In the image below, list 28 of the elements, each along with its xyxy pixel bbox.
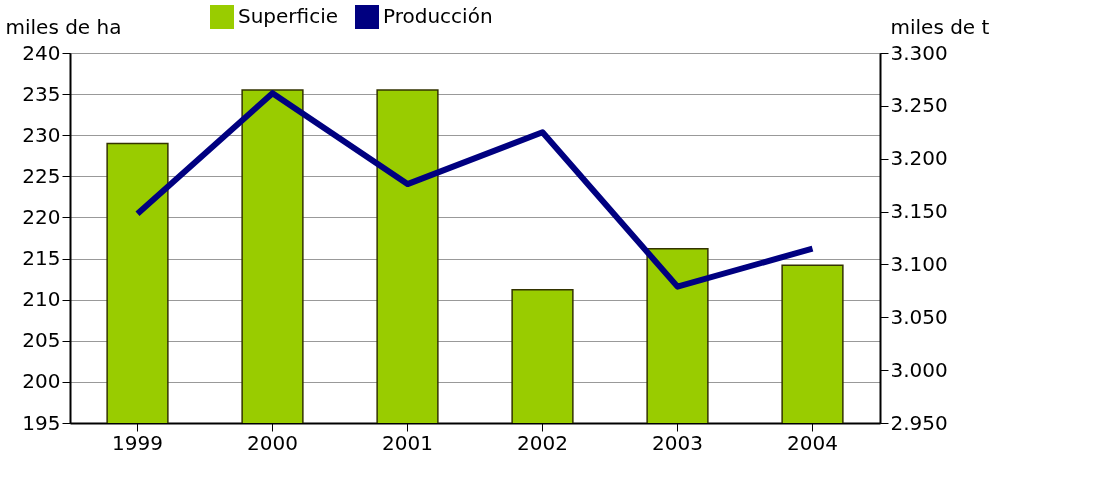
y-tick-label: 210 — [22, 287, 61, 312]
y2-tick-label: 2.950 — [890, 410, 948, 435]
y-axis-title: miles de ha — [5, 14, 122, 39]
x-tick-label: 1999 — [112, 430, 163, 455]
x-tick-label: 2001 — [382, 430, 433, 455]
y2-tick-label: 3.200 — [890, 146, 948, 171]
y-tick-label: 235 — [22, 81, 61, 106]
y-tick-label: 225 — [22, 163, 61, 188]
y-tick-label: 220 — [22, 204, 61, 229]
y2-tick-label: 3.150 — [890, 199, 948, 224]
x-tick-label: 2003 — [652, 430, 703, 455]
x-tick-label: 2000 — [247, 430, 298, 455]
legend-label: Producción — [383, 4, 493, 28]
y2-tick-label: 3.300 — [890, 40, 948, 65]
y2-tick-label: 3.050 — [890, 304, 948, 329]
y2-axis-title: miles de t — [890, 14, 990, 39]
y-tick-label: 215 — [22, 246, 61, 271]
y-tick-label: 205 — [22, 328, 61, 353]
y2-tick-label: 3.100 — [890, 251, 948, 276]
x-tick-label: 2004 — [787, 430, 838, 455]
y-tick-label: 195 — [22, 410, 61, 435]
y-tick-label: 240 — [22, 40, 61, 65]
legend-label: Superficie — [238, 4, 339, 28]
x-tick-label: 2002 — [517, 430, 568, 455]
y-tick-label: 230 — [22, 122, 61, 147]
y2-tick-label: 3.000 — [890, 357, 948, 382]
y2-tick-label: 3.250 — [890, 93, 948, 118]
y-tick-label: 200 — [22, 369, 61, 394]
